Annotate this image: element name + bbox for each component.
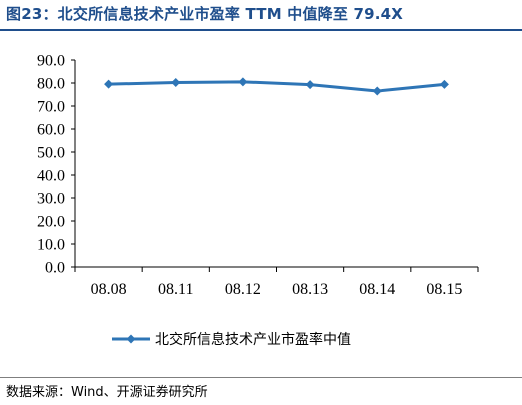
x-tick-label: 08.13 — [292, 281, 328, 298]
series-group — [104, 77, 449, 96]
source-note: 数据来源：Wind、开源证券研究所 — [6, 385, 208, 400]
y-tick-label: 10.0 — [37, 237, 65, 254]
chart-title: 图23：北交所信息技术产业市盈率 TTM 中值降至 79.4X — [6, 5, 404, 23]
x-tick-label: 08.08 — [91, 281, 127, 298]
data-point — [171, 78, 181, 88]
x-tick-label: 08.14 — [359, 281, 395, 298]
title-divider — [0, 29, 522, 31]
y-tick-label: 0.0 — [45, 260, 65, 277]
y-tick-label: 30.0 — [37, 191, 65, 208]
legend-marker — [126, 334, 136, 344]
y-tick-label: 40.0 — [37, 168, 65, 185]
x-axis: 08.08 08.11 08.12 08.13 08.14 08.15 — [74, 266, 479, 298]
data-point — [305, 80, 315, 90]
footer-divider — [0, 377, 522, 378]
x-tick-label: 08.11 — [158, 281, 193, 298]
y-tick-label: 50.0 — [37, 145, 65, 162]
data-point — [238, 77, 248, 87]
y-tick-label: 60.0 — [37, 122, 65, 139]
x-tick-label: 08.15 — [426, 281, 462, 298]
legend-label: 北交所信息技术产业市盈率中值 — [155, 331, 351, 348]
series-line — [108, 80, 445, 93]
x-tick-label: 08.12 — [225, 281, 261, 298]
line-chart: 0.010.020.030.040.050.060.070.080.090.0 … — [37, 53, 479, 348]
data-point — [372, 86, 382, 96]
data-point — [439, 79, 449, 89]
y-axis: 0.0 10.0 20.0 30.0 40.0 50.0 60.0 70.0 80.0 90.0 — [37, 53, 76, 277]
y-tick-label: 20.0 — [37, 214, 65, 231]
data-point — [104, 79, 114, 89]
legend: 北交所信息技术产业市盈率中值 — [112, 331, 351, 348]
y-tick-label: 80.0 — [37, 76, 65, 93]
y-tick-label: 70.0 — [37, 99, 65, 116]
y-tick-label: 90.0 — [37, 53, 65, 70]
